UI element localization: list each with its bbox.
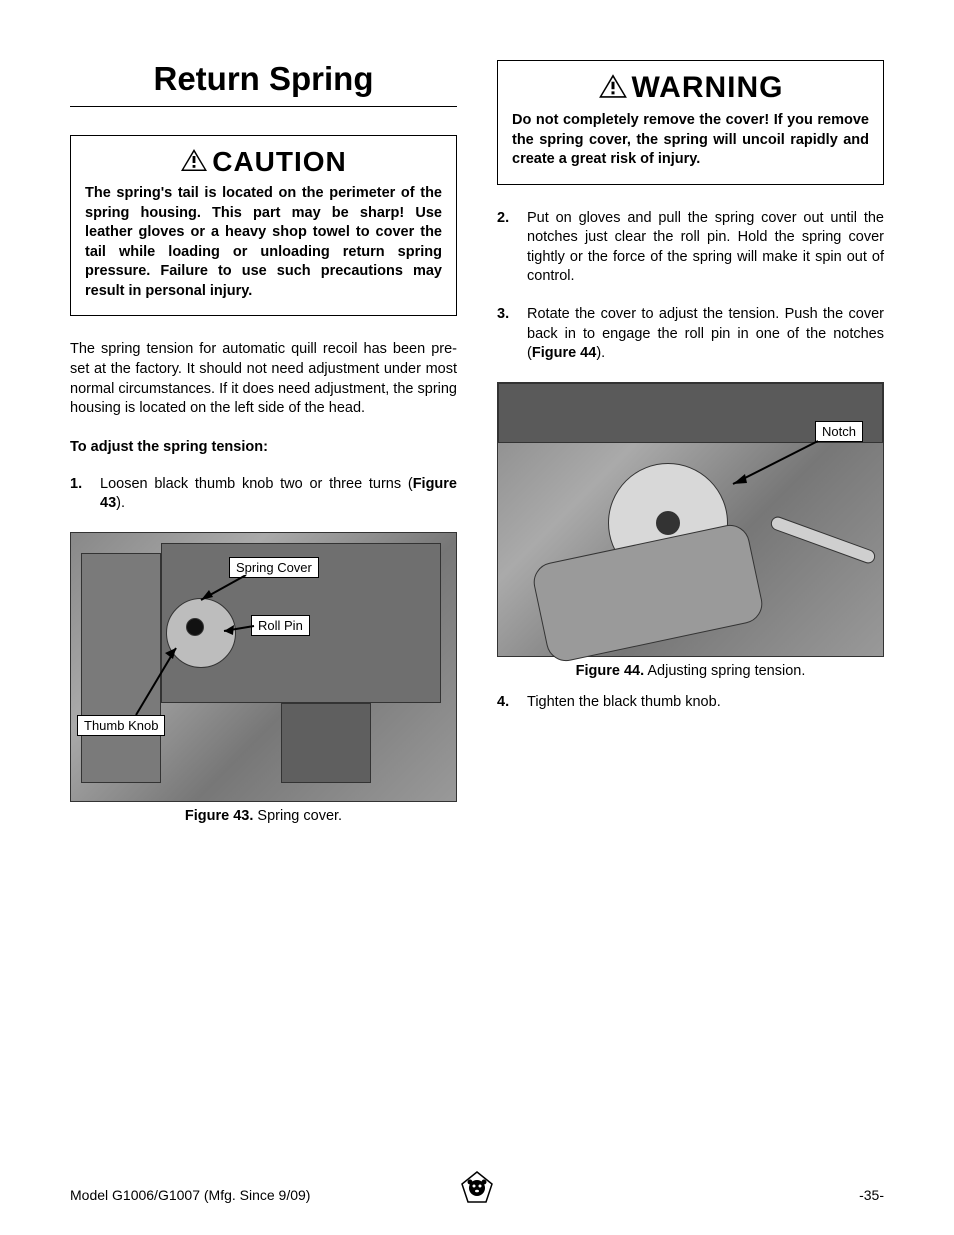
intro-paragraph: The spring tension for automatic quill r…: [70, 340, 457, 418]
footer-model: Model G1006/G1007 (Mfg. Since 9/09): [70, 1187, 310, 1203]
step-text: Rotate the cover to adjust the tension. …: [527, 305, 884, 364]
figure-44-caption: Figure 44. Adjusting spring tension.: [497, 663, 884, 679]
arrow-icon: [191, 575, 251, 605]
label-thumb-knob: Thumb Knob: [77, 715, 165, 736]
caution-body: The spring's tail is located on the peri…: [85, 184, 442, 301]
step-list-right-b: 4. Tighten the black thumb knob.: [497, 693, 884, 713]
warning-word: WARNING: [632, 71, 784, 104]
step-number: 1.: [70, 475, 100, 514]
procedure-lead-in: To adjust the spring tension:: [70, 439, 457, 455]
step-4: 4. Tighten the black thumb knob.: [497, 693, 884, 713]
arrow-icon: [219, 621, 259, 639]
step-number: 4.: [497, 693, 527, 713]
figure-ref: Figure 44: [532, 345, 596, 361]
step-text-b: ).: [596, 345, 605, 361]
arrow-icon: [131, 643, 181, 718]
caution-header: CAUTION: [85, 146, 442, 178]
page-footer: Model G1006/G1007 (Mfg. Since 9/09) -35-: [70, 1187, 884, 1203]
step-list-left: 1. Loosen black thumb knob two or three …: [70, 475, 457, 514]
step-text: Tighten the black thumb knob.: [527, 693, 884, 713]
step-list-right-a: 2. Put on gloves and pull the spring cov…: [497, 209, 884, 364]
step-3: 3. Rotate the cover to adjust the tensio…: [497, 305, 884, 364]
step-1: 1. Loosen black thumb knob two or three …: [70, 475, 457, 514]
left-column: Return Spring CAUTION The spring's tail …: [70, 60, 457, 830]
step-number: 3.: [497, 305, 527, 364]
label-roll-pin: Roll Pin: [251, 615, 310, 636]
step-number: 2.: [497, 209, 527, 287]
caution-box: CAUTION The spring's tail is located on …: [70, 135, 457, 316]
step-text: Loosen black thumb knob two or three tur…: [100, 475, 457, 514]
figure-43: Spring Cover Roll Pin Thumb Knob Figure …: [70, 532, 457, 824]
grizzly-logo-icon: [460, 1170, 494, 1207]
step-text: Put on gloves and pull the spring cover …: [527, 209, 884, 287]
caution-word: CAUTION: [212, 146, 347, 177]
step-2: 2. Put on gloves and pull the spring cov…: [497, 209, 884, 287]
figure-44-image: Notch: [497, 382, 884, 657]
alert-triangle-icon: [598, 73, 628, 104]
alert-triangle-icon: [180, 148, 208, 177]
section-title: Return Spring: [70, 60, 457, 98]
figure-44: Notch Figure 44. Adjusting spring tensio…: [497, 382, 884, 679]
figure-caption-bold: Figure 43.: [185, 808, 254, 824]
figure-caption-rest: Spring cover.: [253, 808, 342, 824]
figure-43-caption: Figure 43. Spring cover.: [70, 808, 457, 824]
figure-caption-rest: Adjusting spring tension.: [644, 663, 805, 679]
right-column: WARNING Do not completely remove the cov…: [497, 60, 884, 830]
figure-43-image: Spring Cover Roll Pin Thumb Knob: [70, 532, 457, 802]
step-text-a: Loosen black thumb knob two or three tur…: [100, 476, 413, 492]
footer-page-number: -35-: [859, 1187, 884, 1203]
arrow-icon: [723, 439, 823, 489]
warning-body: Do not completely remove the cover! If y…: [512, 111, 869, 170]
warning-box: WARNING Do not completely remove the cov…: [497, 60, 884, 185]
warning-header: WARNING: [512, 71, 869, 105]
title-rule: [70, 106, 457, 107]
step-text-b: ).: [116, 495, 125, 511]
figure-caption-bold: Figure 44.: [576, 663, 645, 679]
